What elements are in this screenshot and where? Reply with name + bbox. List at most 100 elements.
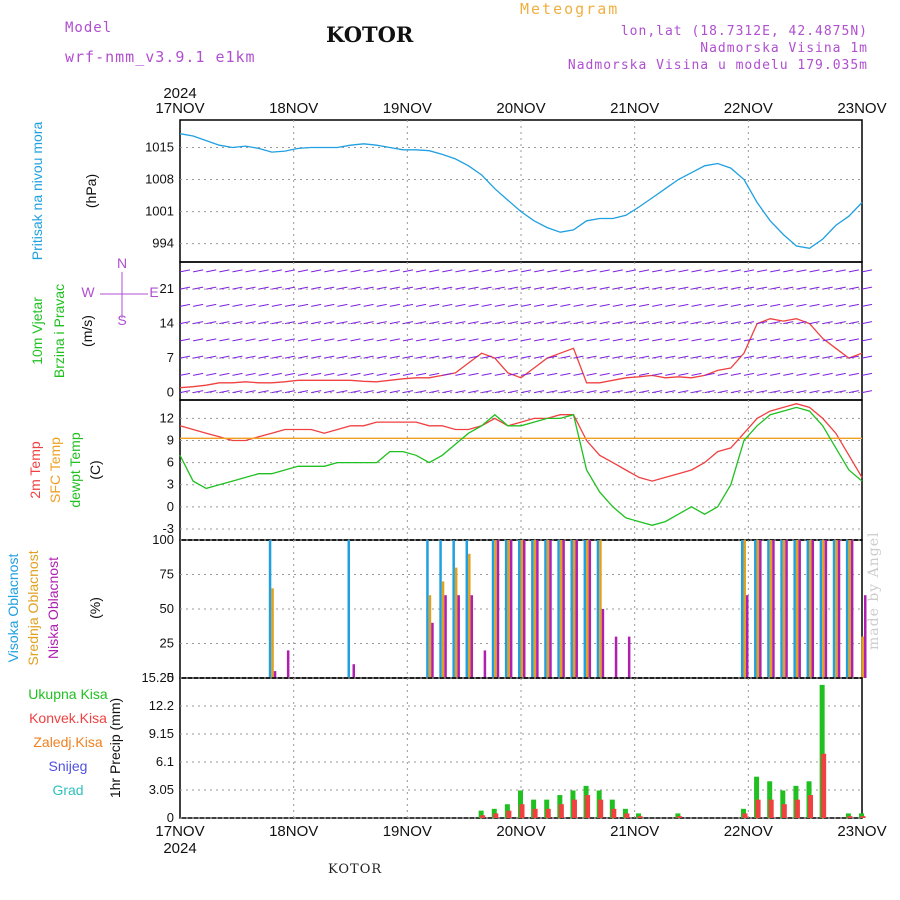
- wind-barb: [297, 269, 309, 273]
- wind-barb: [468, 372, 479, 376]
- city-title: KOTOR: [326, 22, 414, 47]
- clouds-bar: [546, 540, 550, 678]
- wind-barb: [586, 338, 597, 342]
- wind-barb: [756, 355, 768, 359]
- wind-barb: [193, 338, 204, 342]
- wind-barb: [835, 269, 846, 273]
- wind-barb: [599, 269, 610, 273]
- wind-barb: [258, 286, 269, 290]
- precip-bar: [545, 808, 551, 818]
- wind-barb: [730, 303, 741, 307]
- wind-barb: [507, 338, 518, 342]
- clouds-bar: [599, 540, 602, 678]
- clouds-bar: [557, 540, 560, 678]
- wind-barb: [245, 303, 256, 307]
- meteogram-title: Meteogram: [520, 0, 620, 18]
- wind-barb: [612, 372, 623, 376]
- wind-barb: [481, 390, 492, 394]
- wind-barb: [822, 355, 833, 359]
- wind-barb: [402, 286, 414, 290]
- wind-barb: [730, 269, 741, 273]
- wind-barb: [652, 303, 663, 307]
- wind-barb: [350, 269, 361, 273]
- wind-barb: [691, 355, 702, 359]
- wind-barb: [717, 303, 728, 307]
- wind-barb: [796, 390, 807, 394]
- wind-barb: [599, 338, 610, 342]
- wind-barb: [796, 269, 807, 273]
- wind-barb: [324, 321, 335, 325]
- x-tick-label-bottom: 18NOV: [269, 823, 318, 840]
- wind-barb: [284, 269, 296, 273]
- wind-barb: [730, 338, 741, 342]
- wind-barb: [402, 269, 414, 273]
- clouds-bar: [559, 540, 563, 678]
- wind-barb: [468, 390, 479, 394]
- wind-barb: [625, 355, 637, 359]
- y-tick-label: 1008: [145, 172, 174, 187]
- wind-unit: (m/s): [79, 315, 95, 347]
- precip-bar: [611, 808, 617, 818]
- wind-barb: [363, 372, 374, 376]
- wind-barb: [179, 321, 191, 325]
- wind-barb: [822, 321, 833, 325]
- wind-barb: [547, 321, 558, 325]
- wind-barb: [586, 286, 597, 290]
- wind-barb: [704, 372, 715, 376]
- wind-barb: [350, 303, 361, 307]
- clouds-bar: [601, 609, 605, 678]
- clouds-bar: [819, 540, 823, 678]
- wind-barb: [743, 303, 755, 307]
- wind-barb: [297, 390, 309, 394]
- wind-barb: [717, 286, 728, 290]
- wind-barb: [678, 355, 689, 359]
- wind-barb: [271, 372, 282, 376]
- clouds-bar: [795, 540, 799, 678]
- wind-barb: [638, 269, 650, 273]
- wind-barb: [547, 269, 558, 273]
- wind-barb: [638, 372, 650, 376]
- wind-barb: [612, 286, 623, 290]
- wind-barb: [848, 269, 859, 273]
- wind-barb: [665, 372, 676, 376]
- y-tick-label: 12.2: [149, 698, 174, 713]
- wind-barb: [507, 321, 518, 325]
- wind-barb: [507, 390, 518, 394]
- clouds-bar: [864, 595, 867, 678]
- clouds-bar: [454, 567, 458, 678]
- wind-barb: [809, 286, 820, 290]
- wind-barb: [625, 303, 637, 307]
- precip-bar: [532, 808, 538, 818]
- wind-barb: [363, 355, 374, 359]
- wind-barb: [783, 286, 794, 290]
- wind-barb: [429, 286, 440, 290]
- clouds-bar: [441, 581, 445, 678]
- wind-barb: [193, 269, 204, 273]
- wind-barb: [599, 321, 610, 325]
- precip-bar: [847, 816, 853, 818]
- wind-barb: [337, 338, 348, 342]
- wind-barb: [678, 390, 689, 394]
- sfc-temp-ylabel: SFC Temp: [47, 437, 63, 503]
- wind-barb: [547, 303, 558, 307]
- wind-barb: [507, 303, 518, 307]
- wind-barb: [652, 372, 663, 376]
- precip-legend-4: Grad: [52, 782, 83, 798]
- wind-barb: [770, 321, 781, 325]
- wind-barb: [835, 321, 846, 325]
- y-tick-label: 1001: [145, 204, 174, 219]
- wind-barb: [389, 338, 400, 342]
- wind-barb: [560, 338, 571, 342]
- precip-bar: [754, 776, 760, 818]
- wind-barb: [717, 355, 728, 359]
- wind-barb: [743, 355, 755, 359]
- wind-barb: [573, 286, 584, 290]
- wind-barb: [638, 286, 650, 290]
- wind-barb: [770, 372, 781, 376]
- wind-barb: [271, 390, 282, 394]
- wind-barb: [350, 321, 361, 325]
- y-tick-label: 0: [167, 385, 174, 400]
- wind-barb: [494, 269, 505, 273]
- wind-barb: [822, 338, 833, 342]
- clouds-bar: [596, 540, 600, 678]
